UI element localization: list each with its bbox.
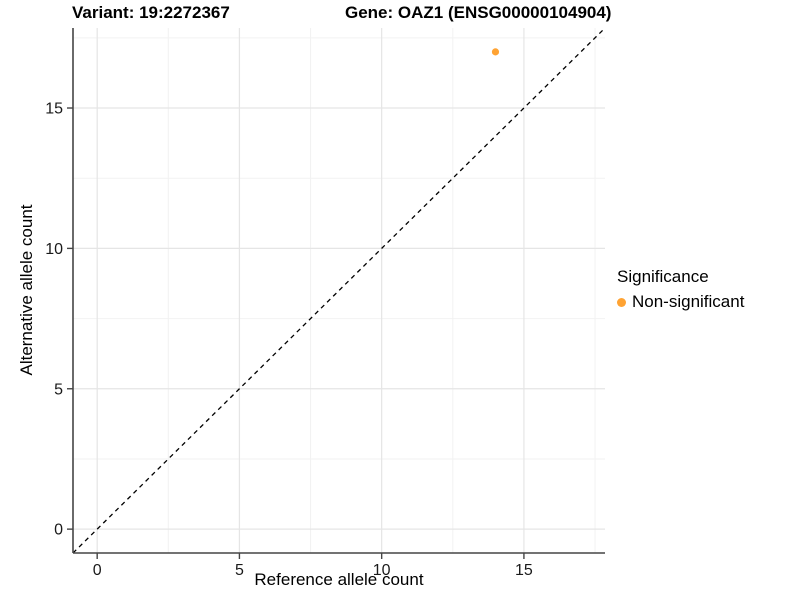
x-tick-label: 10 bbox=[373, 562, 391, 579]
gene-title: Gene: OAZ1 (ENSG00000104904) bbox=[345, 3, 612, 22]
y-tick-label: 15 bbox=[45, 101, 63, 118]
y-tick-label: 0 bbox=[54, 522, 63, 539]
x-axis-title: Reference allele count bbox=[254, 570, 424, 589]
legend: Significance Non-significant bbox=[617, 267, 744, 312]
legend-item-label: Non-significant bbox=[632, 292, 745, 311]
y-axis-title: Alternative allele count bbox=[17, 204, 36, 376]
legend-item: Non-significant bbox=[617, 292, 744, 312]
x-tick-label: 5 bbox=[235, 562, 244, 579]
legend-point-icon bbox=[617, 297, 626, 307]
identity-line bbox=[72, 27, 606, 554]
data-point bbox=[491, 48, 500, 56]
x-tick-label: 0 bbox=[93, 562, 102, 579]
y-tick-label: 10 bbox=[45, 241, 63, 258]
legend-title: Significance bbox=[617, 267, 709, 286]
y-tick-label: 5 bbox=[54, 381, 63, 398]
variant-title: Variant: 19:2272367 bbox=[72, 3, 230, 22]
x-tick-label: 15 bbox=[515, 562, 533, 579]
